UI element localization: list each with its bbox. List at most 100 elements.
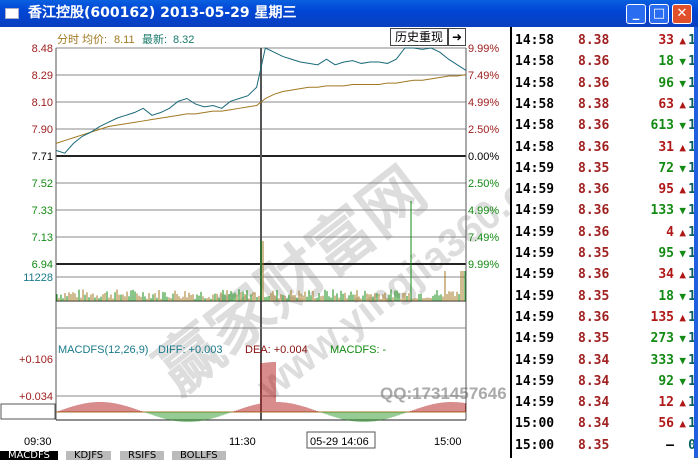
trade-row: 14:59 8.36 133 ▼ 1 <box>512 199 698 222</box>
trade-time: 14:59 <box>515 373 555 389</box>
arrow-button[interactable]: ➜ <box>448 28 466 46</box>
trade-time: 14:59 <box>515 224 555 240</box>
trade-count: 1 <box>688 139 696 155</box>
trade-volume: 63 <box>658 96 674 112</box>
trade-volume: 4 <box>666 224 674 240</box>
trade-count: 1 <box>688 160 696 176</box>
trade-volume: 613 <box>650 118 674 134</box>
cursor-value-box <box>0 403 56 420</box>
trade-volume: 56 <box>658 416 674 432</box>
trade-volume: 18 <box>658 288 674 304</box>
time-end: 15:00 <box>434 436 462 448</box>
trade-row: 14:58 8.36 96 ▼ 1 <box>512 72 698 95</box>
percent-tick: 7.49% <box>468 232 499 244</box>
price-tick: 7.71 <box>32 151 53 163</box>
scrollbar[interactable] <box>694 27 698 458</box>
arrow-down-icon: ▼ <box>679 374 686 388</box>
close-button[interactable]: ✕ <box>672 4 692 24</box>
trade-row: 14:59 8.36 135 ▲ 1 <box>512 306 698 329</box>
trade-time: 14:59 <box>515 288 555 304</box>
trade-time: 14:59 <box>515 182 555 198</box>
trade-volume: 33 <box>658 33 674 48</box>
minimize-button[interactable]: _ <box>626 4 646 24</box>
trade-row: 14:59 8.35 95 ▼ 1 <box>512 242 698 265</box>
macd-tick: +0.106 <box>19 354 53 366</box>
trade-price: 8.35 <box>578 331 610 347</box>
trade-price: 8.36 <box>578 75 610 91</box>
arrow-up-icon: ▲ <box>679 310 686 324</box>
watermark: 赢家财富网 www.yingjia360.com <box>143 134 583 409</box>
arrow-down-icon: ▼ <box>679 247 686 260</box>
trade-count: 1 <box>688 331 696 347</box>
trade-volume: 95 <box>658 182 674 198</box>
trade-price: 8.36 <box>578 182 610 198</box>
title-bar: 香江控股(600162) 2013-05-29 星期三 _ □ ✕ <box>0 0 698 27</box>
trade-price: 8.38 <box>578 33 610 48</box>
arrow-down-icon: ▼ <box>679 204 686 218</box>
trade-count: 1 <box>688 309 696 325</box>
trade-count: 1 <box>688 203 696 219</box>
percent-tick: 0.00% <box>468 151 499 163</box>
mode-label: 分时 <box>57 33 79 46</box>
app-icon <box>5 8 19 19</box>
trade-price: 8.35 <box>578 160 610 176</box>
trade-row: 14:59 8.35 72 ▼ 1 <box>512 157 698 180</box>
percent-tick: 4.99% <box>468 97 499 109</box>
trade-row: 14:59 8.36 4 ▲ 1 <box>512 221 698 244</box>
trade-time: 14:59 <box>515 160 555 176</box>
history-replay-button[interactable]: 历史重现 <box>390 28 448 46</box>
trade-count: 1 <box>688 75 696 91</box>
trade-count: 1 <box>688 54 696 70</box>
trade-time: 14:58 <box>515 96 555 112</box>
percent-tick: 9.99% <box>468 259 499 271</box>
window-title: 香江控股(600162) 2013-05-29 星期三 <box>28 5 297 21</box>
macd-tick: +0.034 <box>19 391 53 403</box>
arrow-down-icon: ▼ <box>679 353 686 367</box>
trade-row: 14:58 8.36 31 ▲ 1 <box>512 136 698 159</box>
trade-count: 1 <box>688 288 696 304</box>
trade-count: 1 <box>688 416 696 432</box>
macd-macdfs: MACDFS: - <box>330 344 387 356</box>
price-tick: 8.48 <box>32 43 53 55</box>
trade-count: 1 <box>688 224 696 240</box>
trade-time: 14:58 <box>515 54 555 70</box>
trade-price: 8.34 <box>578 395 610 411</box>
price-tick: 7.33 <box>32 205 53 217</box>
trade-price: 8.35 <box>578 437 610 453</box>
trade-price: 8.34 <box>578 373 610 389</box>
trade-time: 15:00 <box>515 437 555 453</box>
trade-volume: 333 <box>650 352 674 368</box>
trade-price: 8.36 <box>578 54 610 70</box>
trade-price: 8.34 <box>578 416 610 432</box>
last-value: 8.32 <box>173 34 194 46</box>
trade-count: 1 <box>688 373 696 389</box>
arrow-up-icon: ▲ <box>679 225 686 239</box>
avg-label: 均价: <box>82 33 107 46</box>
trade-count: 1 <box>688 246 696 261</box>
intraday-chart[interactable]: 赢家财富网 www.yingjia360.com QQ:1731457646 分… <box>0 27 583 458</box>
time-mid: 11:30 <box>229 436 256 448</box>
volume-tick: 11228 <box>23 272 53 284</box>
tab-macdfs[interactable]: MACDFS <box>0 451 58 461</box>
maximize-button[interactable]: □ <box>649 4 669 24</box>
trade-price: 8.35 <box>578 246 610 261</box>
trade-volume: 92 <box>658 373 674 389</box>
trade-time: 14:59 <box>515 331 555 347</box>
percent-tick: 9.99% <box>468 43 499 55</box>
arrow-up-icon: ▲ <box>679 97 686 111</box>
trade-row: 14:58 8.38 33 ▲ 1 <box>512 29 698 52</box>
price-tick: 6.94 <box>32 259 53 271</box>
trade-time: 15:00 <box>515 416 555 432</box>
trade-volume: 135 <box>650 309 674 325</box>
percent-tick: 2.50% <box>468 124 499 136</box>
tab-rsifs[interactable]: RSIFS <box>120 451 165 461</box>
tab-kdjfs[interactable]: KDJFS <box>66 451 112 461</box>
trade-row: 14:59 8.34 333 ▼ 1 <box>512 349 698 372</box>
macd-dea: DEA: +0.004 <box>245 344 308 356</box>
avg-price-line <box>55 74 467 144</box>
price-tick: 7.52 <box>32 178 53 190</box>
trade-volume: 12 <box>658 395 674 411</box>
trade-volume: – <box>666 437 674 453</box>
arrow-down-icon: ▼ <box>679 289 686 303</box>
tab-bollfs[interactable]: BOLLFS <box>172 451 226 461</box>
